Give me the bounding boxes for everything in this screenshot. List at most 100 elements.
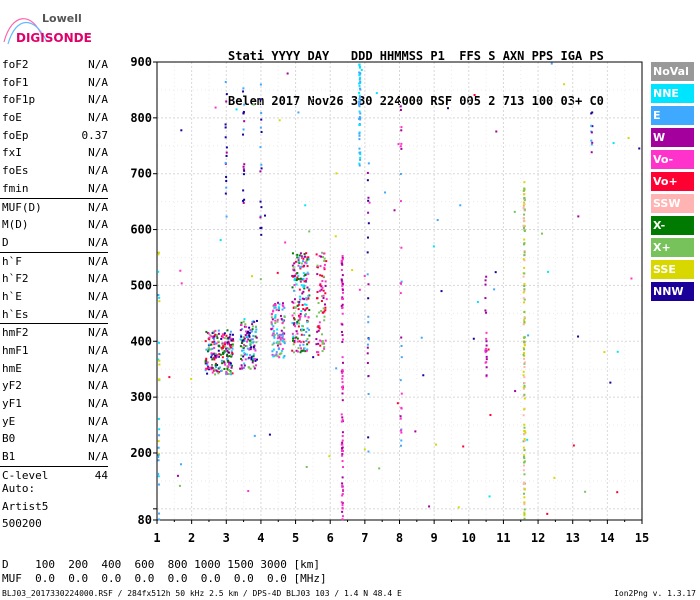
- param-row: h`E N/A: [0, 288, 112, 306]
- echo-point: [231, 338, 234, 341]
- x-tick-label: 3: [223, 531, 230, 545]
- echo-point: [157, 456, 160, 459]
- echo-point: [274, 319, 277, 322]
- echo-point: [367, 196, 370, 199]
- echo-point: [300, 347, 303, 350]
- param-row: foF1 N/A: [0, 74, 112, 92]
- echo-point: [360, 68, 363, 71]
- echo-point: [282, 305, 285, 308]
- echo-point: [308, 334, 311, 337]
- legend-item: SSW: [651, 194, 694, 213]
- echo-point: [300, 333, 303, 336]
- echo-point: [299, 312, 302, 315]
- echo-point: [158, 353, 161, 356]
- echo-point: [227, 366, 230, 369]
- echo-point: [323, 275, 326, 278]
- echo-point: [248, 335, 251, 338]
- param-value: N/A: [88, 218, 108, 232]
- echo-point: [323, 315, 326, 318]
- echo-point: [358, 65, 361, 68]
- echo-point: [523, 429, 526, 432]
- echo-point: [304, 273, 307, 276]
- echo-point: [226, 343, 229, 346]
- echo-point: [523, 282, 526, 285]
- echo-point: [322, 342, 325, 345]
- echo-point: [260, 167, 263, 170]
- echo-point: [242, 201, 245, 204]
- echo-point: [299, 267, 302, 270]
- x-tick-label: 9: [431, 531, 438, 545]
- echo-point: [168, 376, 171, 379]
- echo-point: [293, 322, 296, 325]
- echo-point: [271, 334, 274, 337]
- echo-point: [590, 143, 593, 146]
- echo-point: [340, 386, 343, 389]
- param-label: foF2: [2, 58, 29, 71]
- echo-point: [320, 285, 323, 288]
- echo-point: [242, 189, 245, 192]
- echo-point: [254, 359, 257, 362]
- echo-point: [280, 349, 283, 352]
- echo-point: [297, 259, 300, 262]
- echo-point: [341, 262, 344, 265]
- param-label: B0: [2, 432, 16, 446]
- echo-point: [341, 506, 344, 509]
- echo-point: [341, 466, 344, 469]
- echo-point: [321, 286, 324, 289]
- echo-point: [297, 260, 300, 263]
- echo-point: [522, 243, 525, 246]
- echo-point: [255, 328, 258, 331]
- echo-point: [224, 350, 227, 353]
- param-value: N/A: [88, 58, 108, 71]
- echo-point: [157, 417, 160, 420]
- echo-point: [523, 454, 526, 457]
- echo-point: [213, 335, 216, 338]
- echo-point: [278, 303, 281, 306]
- echo-point: [546, 512, 549, 515]
- echo-point: [302, 265, 305, 268]
- echo-point: [572, 444, 575, 447]
- echo-point: [341, 515, 344, 518]
- echo-point: [213, 368, 216, 371]
- echo-point: [523, 288, 526, 291]
- echo-point: [358, 105, 361, 108]
- param-row: h`F2 N/A: [0, 270, 112, 288]
- echo-point: [399, 282, 402, 285]
- echo-point: [243, 120, 246, 123]
- echo-point: [523, 514, 526, 517]
- echo-point: [324, 292, 327, 295]
- echo-point: [255, 364, 258, 367]
- param-label: h`F2: [2, 272, 29, 286]
- echo-point: [284, 241, 287, 244]
- echo-point: [297, 302, 300, 305]
- echo-point: [249, 329, 252, 332]
- echo-point: [299, 277, 302, 280]
- echo-point: [299, 295, 302, 298]
- echo-point: [305, 277, 308, 280]
- echo-point: [298, 254, 301, 257]
- echo-point: [223, 337, 226, 340]
- echo-point: [278, 119, 281, 122]
- echo-point: [296, 337, 299, 340]
- echo-point: [514, 390, 517, 393]
- echo-point: [302, 340, 305, 343]
- echo-point: [485, 374, 488, 377]
- echo-point: [358, 87, 361, 90]
- echo-point: [214, 342, 217, 345]
- echo-point: [522, 201, 525, 204]
- echo-point: [242, 110, 245, 113]
- echo-point: [523, 208, 526, 211]
- echo-point: [306, 307, 309, 310]
- echo-point: [243, 318, 246, 321]
- echo-point: [367, 297, 370, 300]
- footer-distance-row: D 100 200 400 600 800 1000 1500 3000 [km…: [2, 558, 320, 571]
- echo-point: [222, 353, 225, 356]
- echo-point: [523, 382, 526, 385]
- echo-point: [276, 344, 279, 347]
- echo-point: [367, 436, 370, 439]
- echo-point: [300, 349, 303, 352]
- echo-point: [240, 335, 243, 338]
- echo-point: [274, 304, 277, 307]
- legend-item: SSE: [651, 260, 694, 279]
- echo-point: [239, 345, 242, 348]
